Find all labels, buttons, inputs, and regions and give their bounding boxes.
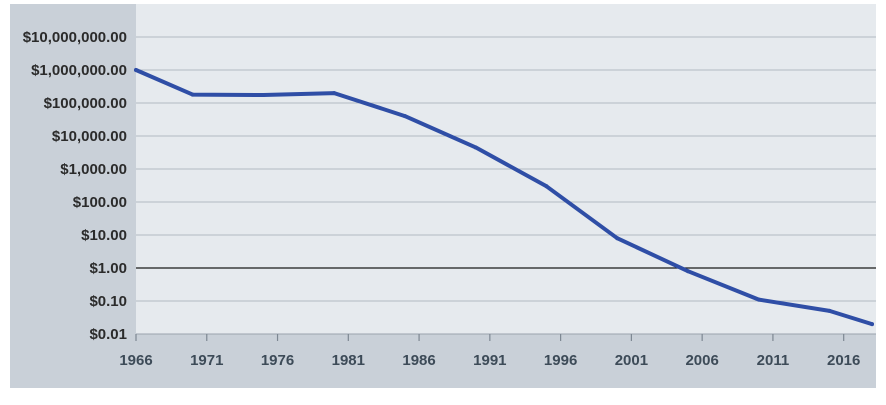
x-tick-label: 1966 bbox=[119, 352, 152, 369]
y-tick-label: $10,000.00 bbox=[52, 128, 127, 145]
x-tick-label: 2016 bbox=[827, 352, 860, 369]
data-point bbox=[756, 297, 761, 302]
series-line bbox=[134, 68, 874, 327]
y-tick-label: $100,000.00 bbox=[44, 95, 127, 112]
x-axis-ticks: 1966 1971 1976 1981 1986 1991 1996 2001 2006 2011… bbox=[119, 333, 876, 369]
series bbox=[134, 68, 874, 327]
y-tick-label: $0.10 bbox=[89, 293, 127, 310]
data-point bbox=[332, 91, 337, 96]
y-tick-label: $0.01 bbox=[89, 326, 127, 343]
data-point bbox=[870, 322, 874, 327]
y-axis-ticks: $0.01 $0.10 $1.00 $10.00 $100.00 $1,000.00 $10… bbox=[23, 29, 127, 343]
data-point bbox=[473, 145, 478, 150]
data-point bbox=[190, 92, 195, 97]
y-tick-label: $100.00 bbox=[73, 194, 127, 211]
x-tick-label: 1996 bbox=[544, 352, 577, 369]
x-tick-label: 1991 bbox=[473, 352, 506, 369]
data-point bbox=[615, 236, 620, 241]
x-tick-label: 1986 bbox=[402, 352, 435, 369]
y-tick-label: $1,000.00 bbox=[60, 161, 127, 178]
y-tick-label: $10.00 bbox=[81, 227, 127, 244]
gridlines bbox=[136, 36, 876, 302]
x-tick-label: 2011 bbox=[757, 352, 790, 369]
x-tick-label: 2001 bbox=[615, 352, 648, 369]
x-tick-label: 1976 bbox=[261, 352, 294, 369]
data-point bbox=[827, 308, 832, 313]
data-point bbox=[134, 68, 138, 72]
x-tick-label: 1971 bbox=[190, 352, 223, 369]
y-tick-label: $1,000,000.00 bbox=[31, 62, 127, 79]
y-tick-label: $10,000,000.00 bbox=[23, 29, 127, 46]
data-point bbox=[686, 269, 690, 274]
x-tick-label: 1981 bbox=[332, 352, 365, 369]
y-tick-label: $1.00 bbox=[89, 260, 127, 277]
data-point bbox=[261, 92, 266, 97]
x-tick-label: 2006 bbox=[685, 352, 718, 369]
data-point bbox=[402, 114, 407, 119]
data-point bbox=[544, 184, 549, 189]
